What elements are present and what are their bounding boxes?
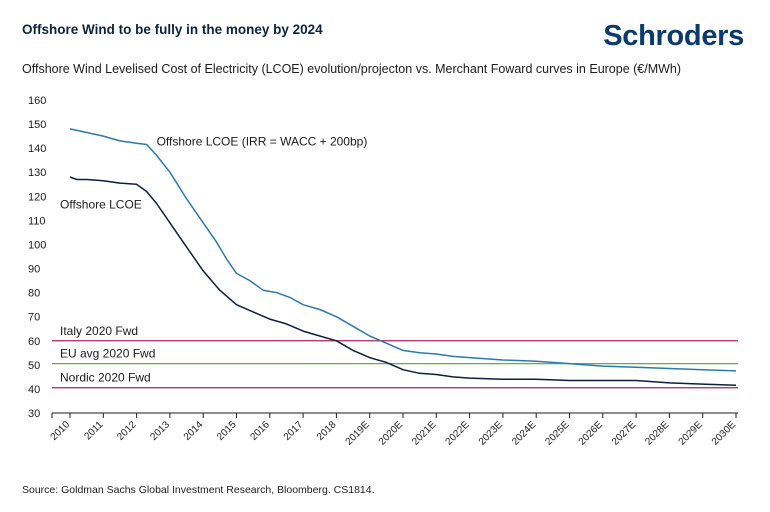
x-tick-label-2011: 2011: [82, 419, 105, 442]
y-tick-label-50: 50: [28, 360, 40, 372]
x-tick-label-2023E: 2023E: [477, 419, 505, 447]
y-tick-label-100: 100: [28, 239, 46, 251]
y-tick-label-40: 40: [28, 384, 40, 396]
x-tick-label-2022E: 2022E: [443, 419, 471, 447]
x-tick-label-2025E: 2025E: [543, 419, 571, 447]
series-line-1: [69, 176, 737, 387]
x-tick-label-2026E: 2026E: [577, 419, 605, 447]
x-tick-label-2021E: 2021E: [410, 419, 438, 447]
x-tick-label-2019E: 2019E: [344, 419, 372, 447]
x-tick-label-2014: 2014: [182, 419, 206, 443]
reference-lines: [52, 340, 738, 389]
x-tick-label-2018: 2018: [315, 419, 339, 443]
schroders-logo: Schroders: [603, 20, 744, 52]
annotation-label-3: EU avg 2020 Fwd: [60, 347, 155, 361]
chart-subtitle: Offshore Wind Levelised Cost of Electric…: [22, 62, 682, 76]
annotation-label-0: Offshore LCOE (IRR = WACC + 200bp): [157, 135, 368, 149]
series-lines: [69, 128, 737, 387]
x-tick-label-2020E: 2020E: [377, 419, 405, 447]
y-tick-label-60: 60: [28, 336, 40, 348]
y-tick-label-120: 120: [28, 191, 46, 203]
x-axis: 2010 2011 2012 2013 2014 2015 2016 2017 2018 2019…: [49, 412, 738, 448]
x-tick-label-2017: 2017: [282, 419, 306, 443]
series-line-0: [69, 128, 737, 372]
lcoe-line-chart: 30 40 50 60 70 80 90 100 110 120 130 140 150 160 2010…: [28, 95, 738, 448]
y-tick-label-110: 110: [28, 215, 46, 227]
y-axis-ticks: 30 40 50 60 70 80 90 100 110 120 130 140 150 160: [28, 95, 46, 420]
chart-headline: Offshore Wind to be fully in the money b…: [22, 22, 323, 37]
x-tick-label-2027E: 2027E: [610, 419, 638, 447]
x-tick-label-2029E: 2029E: [677, 419, 705, 447]
y-tick-label-70: 70: [28, 312, 40, 324]
annotation-label-4: Nordic 2020 Fwd: [60, 371, 151, 385]
y-tick-label-30: 30: [28, 408, 40, 420]
x-tick-label-2013: 2013: [149, 419, 173, 443]
x-tick-label-2024E: 2024E: [510, 419, 538, 447]
y-tick-label-90: 90: [28, 264, 40, 276]
x-tick-label-2030E: 2030E: [710, 419, 738, 447]
annotation-label-2: Italy 2020 Fwd: [60, 324, 138, 338]
y-tick-label-150: 150: [28, 119, 46, 131]
x-tick-label-2012: 2012: [115, 419, 139, 443]
x-tick-label-2028E: 2028E: [643, 419, 671, 447]
y-tick-label-140: 140: [28, 143, 46, 155]
y-tick-label-80: 80: [28, 288, 40, 300]
annotation-label-1: Offshore LCOE: [60, 197, 142, 211]
y-tick-label-160: 160: [28, 95, 46, 107]
x-tick-label-2016: 2016: [248, 419, 272, 443]
y-tick-label-130: 130: [28, 167, 46, 179]
chart-annotations: Offshore LCOE (IRR = WACC + 200bp) Offsho…: [60, 135, 367, 385]
x-tick-label-2010: 2010: [49, 419, 73, 443]
source-note: Source: Goldman Sachs Global Investment …: [22, 484, 375, 496]
x-tick-label-2015: 2015: [215, 419, 239, 443]
